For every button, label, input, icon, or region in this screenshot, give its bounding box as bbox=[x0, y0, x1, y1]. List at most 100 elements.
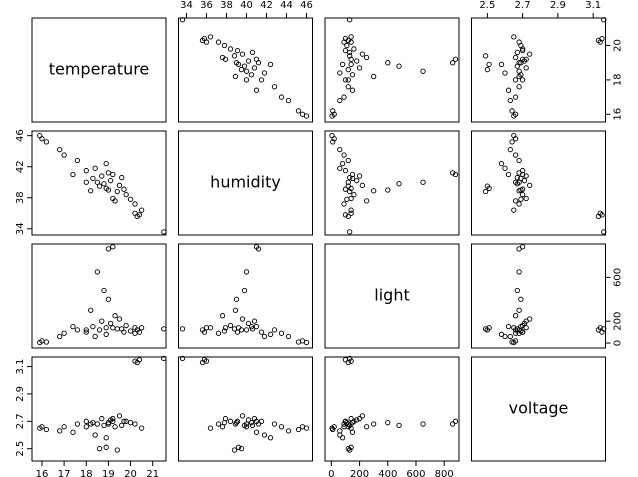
point bbox=[331, 136, 337, 142]
point bbox=[61, 152, 67, 158]
point bbox=[57, 428, 63, 434]
point bbox=[348, 358, 354, 364]
point bbox=[253, 324, 260, 330]
point bbox=[601, 17, 607, 23]
point bbox=[516, 60, 522, 66]
point bbox=[345, 359, 351, 366]
point bbox=[519, 329, 526, 335]
point bbox=[285, 333, 292, 340]
y-tick-label: 2.5 bbox=[15, 441, 26, 457]
point bbox=[132, 330, 138, 336]
point bbox=[345, 213, 351, 220]
point bbox=[116, 316, 123, 322]
point bbox=[114, 447, 120, 453]
point bbox=[94, 421, 100, 427]
point bbox=[127, 328, 134, 334]
point bbox=[179, 355, 186, 362]
point bbox=[505, 87, 512, 93]
point bbox=[341, 94, 347, 100]
point bbox=[179, 17, 186, 23]
point bbox=[385, 420, 391, 426]
point bbox=[267, 435, 274, 441]
point bbox=[121, 418, 127, 424]
y-tick-label: 38 bbox=[15, 191, 26, 204]
point bbox=[261, 70, 268, 76]
point bbox=[110, 415, 116, 422]
point bbox=[342, 77, 349, 83]
point bbox=[251, 65, 258, 71]
point bbox=[207, 34, 214, 40]
variable-label: voltage bbox=[509, 399, 569, 418]
y-tick-label: 3.1 bbox=[15, 359, 26, 375]
point bbox=[523, 56, 529, 62]
point bbox=[136, 212, 143, 218]
point bbox=[114, 188, 120, 195]
point bbox=[249, 422, 256, 429]
point bbox=[507, 97, 513, 104]
point bbox=[505, 171, 512, 178]
point bbox=[348, 444, 354, 450]
point bbox=[599, 212, 605, 218]
point bbox=[354, 178, 360, 184]
point bbox=[354, 417, 360, 423]
point bbox=[253, 429, 260, 435]
point bbox=[83, 179, 89, 185]
point bbox=[349, 429, 356, 435]
point bbox=[132, 421, 138, 427]
variable-label: light bbox=[374, 286, 409, 305]
point bbox=[337, 165, 343, 171]
panel-frame bbox=[471, 130, 606, 236]
point bbox=[116, 182, 123, 188]
point bbox=[258, 77, 265, 83]
point bbox=[516, 307, 522, 313]
point bbox=[331, 424, 337, 430]
point bbox=[348, 195, 354, 202]
point bbox=[337, 97, 343, 104]
x-tick-label: 44 bbox=[280, 0, 293, 11]
point bbox=[509, 108, 515, 114]
point bbox=[278, 94, 285, 100]
point bbox=[295, 339, 302, 345]
x-tick-label: 2.5 bbox=[479, 0, 495, 11]
point bbox=[243, 424, 250, 430]
point bbox=[107, 178, 114, 184]
y-tick-label: 18 bbox=[613, 74, 624, 87]
point bbox=[39, 424, 45, 430]
point bbox=[278, 424, 285, 430]
point bbox=[234, 329, 241, 335]
point bbox=[92, 432, 98, 438]
point bbox=[341, 39, 347, 45]
point bbox=[484, 66, 491, 73]
x-tick-label: 800 bbox=[435, 469, 454, 477]
point bbox=[482, 188, 489, 195]
point bbox=[354, 58, 360, 64]
x-tick-label: 600 bbox=[406, 469, 425, 477]
point bbox=[245, 417, 252, 423]
x-tick-label: 21 bbox=[146, 469, 159, 477]
point bbox=[512, 152, 519, 158]
panel-frame bbox=[324, 243, 460, 349]
point bbox=[245, 320, 252, 327]
x-tick-label: 0 bbox=[328, 469, 334, 477]
point bbox=[74, 327, 81, 333]
point bbox=[232, 73, 239, 80]
point bbox=[99, 318, 105, 324]
point bbox=[420, 68, 426, 74]
x-tick-label: 40 bbox=[240, 0, 253, 11]
panel-frame bbox=[31, 356, 167, 462]
panel-frame bbox=[31, 243, 167, 349]
x-tick-label: 20 bbox=[124, 469, 137, 477]
point bbox=[511, 34, 517, 40]
y-tick-label: 46 bbox=[15, 129, 26, 142]
point bbox=[116, 413, 123, 419]
point bbox=[278, 330, 285, 336]
point bbox=[345, 77, 351, 83]
point bbox=[207, 425, 214, 431]
point bbox=[105, 170, 112, 176]
panel-frame bbox=[471, 17, 606, 123]
y-tick-label: 16 bbox=[613, 108, 624, 121]
point bbox=[88, 188, 94, 194]
point bbox=[359, 182, 366, 188]
x-tick-label: 400 bbox=[378, 469, 397, 477]
point bbox=[351, 46, 357, 52]
